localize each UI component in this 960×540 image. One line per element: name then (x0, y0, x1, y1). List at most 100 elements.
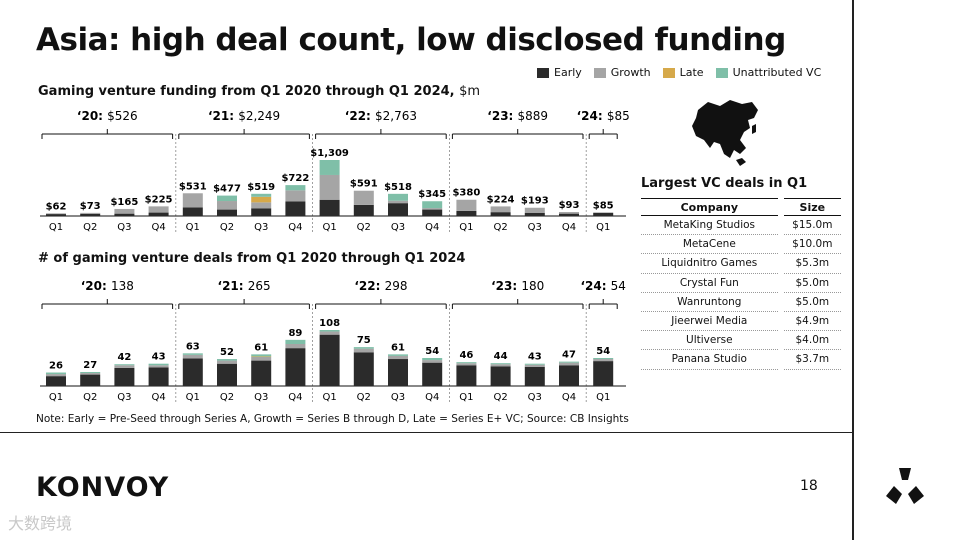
legend: Early Growth Late Unattributed VC (537, 66, 821, 79)
legend-item-unattributed: Unattributed VC (715, 66, 821, 79)
bar-segment-early (114, 213, 135, 216)
total-label: 44 (494, 351, 508, 362)
total-label: 27 (83, 360, 97, 371)
total-label: 43 (152, 352, 166, 363)
company-cell: MetaCene (641, 234, 778, 255)
funding-chart: ‘20: $526 ‘21: $2,249 ‘22: $2,763 ‘23: $889… (40, 109, 630, 233)
bar-segment-early (559, 213, 579, 216)
bar-segment-early (524, 212, 545, 216)
bar-segment-growth (353, 190, 374, 205)
category-label: Q3 (528, 222, 542, 233)
bar-segment-growth (80, 212, 101, 214)
bar-segment-early (251, 360, 272, 386)
bar-segment-early (148, 367, 169, 386)
total-label: $193 (521, 196, 549, 207)
bar-segment-late (251, 356, 272, 357)
bar-segment-early (46, 214, 66, 216)
company-cell: Ultiverse (641, 330, 778, 351)
table-row: MetaKing Studios $15.0m (641, 215, 841, 236)
sidebar-divider (852, 0, 854, 540)
deals-table-title: Largest VC deals in Q1 (641, 176, 808, 191)
footnote: Note: Early = Pre-Seed through Series A,… (36, 413, 629, 425)
legend-label: Late (679, 66, 704, 79)
konvoy-mark-icon (886, 468, 924, 504)
category-label: Q4 (288, 392, 302, 403)
total-label: $519 (247, 182, 275, 193)
category-label: Q2 (220, 392, 234, 403)
bar-segment-early (593, 361, 614, 386)
category-label: Q1 (596, 222, 610, 233)
category-label: Q2 (83, 222, 97, 233)
table-row: Panana Studio $3.7m (641, 349, 841, 370)
bar-segment-unattributed-vc (80, 372, 101, 374)
year-value: $526 (107, 109, 138, 123)
bar-segment-growth (148, 365, 169, 368)
bar-segment-unattributed-vc (422, 358, 443, 361)
total-label: $380 (452, 188, 480, 199)
deals-chart: ‘20: 138 ‘21: 265 ‘22: 298 ‘23: 180 ‘24: 54 2… (40, 279, 626, 403)
bar-segment-unattributed-vc (251, 193, 272, 197)
table-row: Liquidnitro Games $5.3m (641, 253, 841, 274)
bar-segment-early (422, 209, 443, 216)
size-cell: $10.0m (783, 234, 841, 255)
bar-segment-growth (353, 348, 374, 353)
bar-segment-growth (46, 374, 66, 377)
category-label: Q1 (322, 392, 336, 403)
bar-segment-growth (182, 354, 203, 359)
bar-segment-growth (388, 200, 408, 204)
bar-segment-unattributed-vc (148, 363, 169, 366)
deals-table: Company Size MetaKing Studios $15.0m Meta… (641, 198, 841, 370)
legend-swatch (593, 67, 606, 78)
year-total-label: ‘23: 180 (491, 279, 544, 293)
category-label: Q2 (83, 392, 97, 403)
company-cell: Jieerwei Media (641, 311, 778, 332)
table-row: Crystal Fun $5.0m (641, 273, 841, 293)
size-cell: $4.0m (783, 330, 841, 351)
bar-segment-growth (217, 360, 237, 364)
total-label: $73 (80, 201, 101, 212)
category-label: Q3 (391, 222, 405, 233)
bar-segment-early (319, 334, 340, 386)
total-label: 42 (117, 352, 131, 363)
bar-segment-early (388, 203, 408, 216)
year-label: ‘21: (218, 279, 248, 293)
total-label: 63 (186, 341, 200, 352)
bar-segment-unattributed-vc (593, 358, 614, 360)
bar-segment-growth (285, 190, 306, 202)
chart1-title: Gaming venture funding from Q1 2020 thro… (38, 84, 480, 99)
bar-segment-unattributed-vc (285, 339, 306, 344)
bar-segment-unattributed-vc (217, 195, 237, 202)
bar-segment-growth (490, 364, 511, 367)
bar-segment-unattributed-vc (114, 364, 135, 366)
year-label: ‘24: (580, 279, 610, 293)
category-label: Q1 (49, 222, 63, 233)
bar-segment-growth (524, 364, 545, 367)
total-label: $591 (350, 179, 378, 190)
bar-segment-growth (456, 199, 477, 211)
size-cell: $5.3m (783, 253, 841, 274)
chart1-unit: $m (459, 84, 481, 99)
size-cell: $5.0m (783, 292, 841, 312)
bar-segment-unattributed-vc (388, 193, 408, 201)
bar-segment-growth (490, 206, 511, 213)
bar-segment-unattributed-vc (353, 347, 374, 349)
legend-item-early: Early (537, 66, 582, 79)
category-label: Q1 (459, 222, 473, 233)
year-label: ‘20: (81, 279, 111, 293)
bar-segment-growth (319, 174, 340, 200)
category-label: Q1 (322, 222, 336, 233)
bar-segment-early (285, 201, 306, 216)
category-label: Q4 (151, 222, 165, 233)
total-label: $477 (213, 184, 241, 195)
bar-segment-early (46, 376, 66, 386)
bar-segment-early (388, 359, 408, 386)
bar-segment-growth (80, 373, 101, 375)
year-label: ‘22: (345, 109, 375, 123)
page-title: Asia: high deal count, low disclosed fun… (36, 22, 786, 58)
year-label: ‘22: (354, 279, 384, 293)
category-label: Q4 (562, 392, 576, 403)
company-cell: Wanruntong (641, 292, 778, 312)
year-label: ‘24: (577, 109, 607, 123)
year-label: ‘20: (77, 109, 107, 123)
total-label: 47 (562, 350, 576, 361)
